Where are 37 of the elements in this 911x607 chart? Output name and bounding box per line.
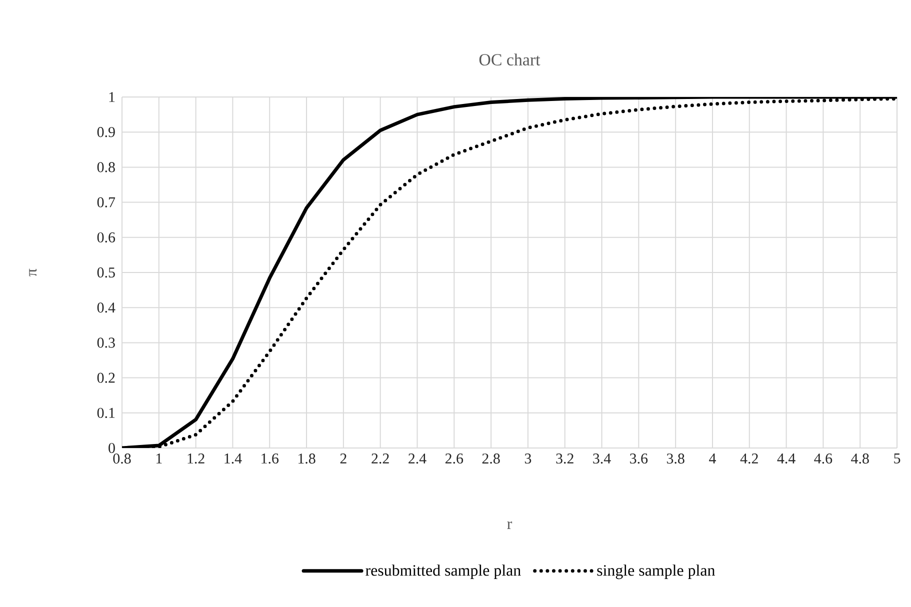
- x-tick-label: 1.4: [224, 454, 242, 464]
- y-tick-label: 0.5: [97, 267, 115, 278]
- x-tick-label: 3.2: [556, 454, 574, 464]
- y-tick-label: 0.4: [97, 302, 116, 313]
- y-tick-label: 0.6: [97, 232, 116, 242]
- x-tick-label: 5: [894, 454, 900, 464]
- y-tick-label: 1: [109, 92, 115, 102]
- x-tick-label: 4.4: [777, 454, 796, 464]
- x-tick-label: 2.8: [482, 454, 500, 464]
- legend-label: resubmitted sample plan: [366, 564, 521, 580]
- y-axis-title: π: [29, 268, 37, 276]
- y-tick-label: 0.7: [97, 197, 116, 208]
- y-tick-label: 0: [108, 442, 115, 454]
- x-tick-label: 1.8: [298, 454, 316, 464]
- x-tick-label: 3.4: [593, 454, 611, 464]
- x-tick-label: 3.8: [666, 454, 684, 464]
- x-tick-label: 1.2: [188, 454, 204, 464]
- y-tick-label: 0.9: [97, 127, 115, 138]
- x-tick-label: 3.6: [630, 454, 648, 464]
- legend-label: single sample plan: [597, 564, 715, 580]
- x-tick-label: 4.8: [851, 454, 869, 464]
- x-axis-title: r: [507, 521, 512, 529]
- x-tick-label: 2.6: [445, 454, 464, 464]
- x-tick-label: 1.6: [262, 454, 279, 464]
- x-tick-label: 4: [709, 454, 716, 464]
- x-tick-label: 1: [156, 454, 162, 464]
- x-tick-label: 4.2: [740, 454, 758, 464]
- x-tick-label: 2: [340, 454, 346, 464]
- y-tick-label: 0.8: [97, 162, 115, 172]
- x-tick-label: 3: [524, 454, 532, 464]
- x-tick-label: 2.4: [408, 454, 426, 464]
- chart-title: OC chart: [479, 54, 540, 66]
- x-tick-label: 2.2: [372, 454, 389, 464]
- y-tick-label: 0.1: [97, 408, 115, 418]
- x-tick-label: 4.6: [814, 454, 832, 464]
- y-tick-label: 0.3: [97, 338, 115, 348]
- y-tick-label: 0.2: [97, 372, 115, 383]
